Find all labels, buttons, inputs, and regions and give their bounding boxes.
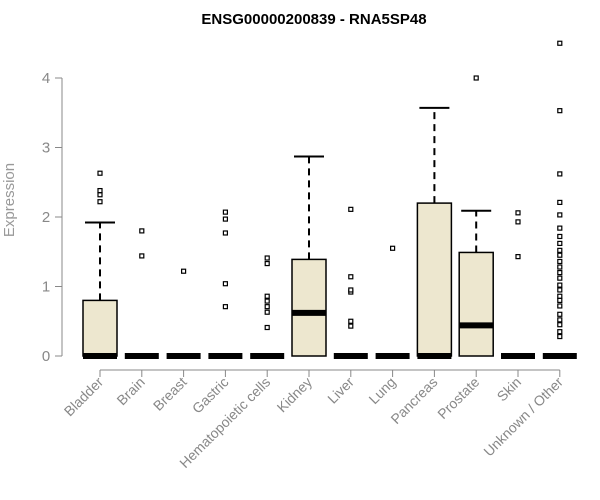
y-tick-label: 0 (42, 348, 50, 365)
y-axis: 0 1 2 3 4 (42, 70, 63, 365)
y-axis-label: Expression (1, 163, 18, 237)
outlier-point (222, 209, 228, 215)
outlier-point (557, 297, 563, 303)
outlier-point (557, 287, 563, 293)
box-skin (501, 210, 535, 359)
outlier-point (557, 311, 563, 317)
outlier-point (97, 187, 103, 194)
outlier-point (264, 293, 270, 299)
box-rect (416, 202, 453, 357)
outlier-point (139, 253, 145, 259)
outlier-point (264, 298, 270, 304)
box-hematopoietic-cells (250, 255, 285, 359)
box-kidney (291, 155, 327, 357)
outlier-point (139, 228, 145, 234)
x-tick-label: Skin (494, 374, 525, 405)
outlier-point (557, 252, 563, 258)
outlier-point (348, 318, 354, 324)
outlier-point (181, 268, 187, 274)
outlier-point (97, 170, 103, 176)
outlier-point (264, 255, 270, 261)
outlier-point (557, 233, 563, 240)
outlier-point (557, 40, 563, 46)
outlier-point (557, 247, 563, 253)
outlier-point (557, 282, 563, 288)
outlier-point (264, 304, 270, 310)
outlier-point (557, 240, 563, 247)
outlier-point (348, 274, 354, 280)
x-tick-label: Prostate (434, 374, 482, 422)
outlier-point (264, 324, 270, 331)
x-tick-label: Brain (113, 374, 147, 408)
outlier-point (557, 212, 563, 218)
outlier-point (557, 199, 563, 206)
outlier-point (222, 304, 228, 310)
outlier-point (557, 171, 563, 177)
outlier-point (222, 281, 228, 287)
outlier-point (557, 258, 563, 265)
outlier-point (473, 75, 479, 81)
x-tick-label: Kidney (274, 374, 316, 416)
outlier-point (557, 225, 563, 231)
boxes-group (82, 40, 577, 359)
outlier-point (264, 260, 270, 267)
outlier-point (557, 303, 563, 309)
outlier-point (557, 333, 563, 340)
outlier-point (264, 309, 270, 315)
outlier-point (557, 270, 563, 276)
x-tick-label: Lung (365, 374, 398, 407)
box-lung (375, 245, 410, 359)
outlier-point (515, 219, 521, 225)
outlier-point (557, 293, 563, 299)
outlier-point (348, 323, 354, 329)
box-bladder (82, 170, 118, 359)
box-pancreas (416, 106, 453, 359)
outlier-point (390, 245, 396, 251)
outlier-point (515, 210, 521, 216)
box-rect (458, 251, 494, 357)
y-tick-label: 2 (42, 209, 50, 226)
outlier-point (97, 192, 103, 198)
chart-title: ENSG00000200839 - RNA5SP48 (201, 11, 426, 28)
x-tick-label: Bladder (61, 374, 107, 420)
box-gastric (208, 209, 243, 359)
outlier-point (557, 275, 563, 281)
outlier-point (348, 206, 354, 212)
x-tick-label: Liver (324, 374, 357, 407)
y-tick-label: 4 (42, 70, 50, 87)
outlier-point (97, 199, 103, 205)
outlier-point (557, 322, 563, 328)
box-liver (333, 206, 368, 359)
box-rect (291, 258, 327, 357)
box-prostate (458, 75, 494, 357)
box-brain (124, 228, 159, 359)
outlier-point (222, 230, 228, 236)
box-unknown-other (542, 40, 577, 359)
outlier-point (557, 329, 563, 335)
y-tick-label: 3 (42, 140, 50, 157)
outlier-point (557, 264, 563, 270)
y-tick-label: 1 (42, 279, 50, 296)
outlier-point (557, 108, 563, 114)
outlier-point (222, 216, 228, 222)
outlier-point (557, 317, 563, 323)
x-tick-label: Breast (150, 374, 190, 414)
outlier-point (515, 254, 521, 260)
box-rect (82, 299, 118, 357)
x-tick-label: Unknown / Other (480, 374, 566, 460)
outlier-point (348, 287, 354, 293)
box-breast (166, 268, 201, 359)
